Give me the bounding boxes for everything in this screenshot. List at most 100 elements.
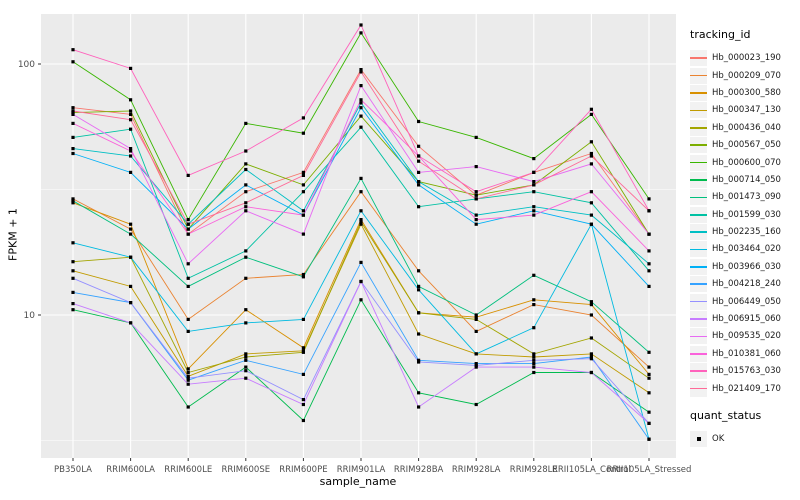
data-point (71, 276, 75, 280)
data-point (244, 209, 248, 213)
data-point (129, 112, 133, 116)
data-point (474, 218, 478, 222)
legend-item: Hb_002235_160 (690, 224, 800, 241)
data-point (186, 374, 190, 378)
legend-key-line-icon (690, 179, 707, 181)
data-point (647, 284, 651, 288)
data-point (71, 290, 75, 294)
data-point (532, 355, 536, 359)
series-points (71, 23, 651, 441)
data-point (186, 405, 190, 409)
data-point (647, 410, 651, 414)
data-point (359, 70, 363, 74)
data-point (474, 329, 478, 333)
data-point (301, 317, 305, 321)
legend-key-box (690, 311, 707, 328)
data-point (129, 147, 133, 151)
data-point (589, 112, 593, 116)
data-point (244, 249, 248, 253)
data-point (71, 241, 75, 245)
data-point (647, 350, 651, 354)
y-axis-title: FPKM + 1 (6, 208, 20, 261)
data-point (589, 357, 593, 361)
data-point (359, 125, 363, 129)
legend-item: Hb_000436_040 (690, 119, 800, 136)
data-point (244, 201, 248, 205)
legend-item-label: Hb_009535_020 (712, 331, 781, 342)
legend-item: Hb_021409_170 (690, 380, 800, 397)
x-tick-label: RRIM600PE (279, 465, 327, 475)
data-point (532, 273, 536, 277)
data-point (71, 135, 75, 139)
legend-key-line-icon (690, 318, 707, 320)
data-point (71, 60, 75, 64)
data-point (589, 313, 593, 317)
data-point (532, 326, 536, 330)
data-point (301, 346, 305, 350)
legend-key-line-icon (690, 248, 707, 251)
data-point (359, 218, 363, 222)
data-point (244, 321, 248, 325)
x-tick-label: RRIM600LA (106, 465, 155, 475)
data-point (129, 170, 133, 174)
data-point (359, 176, 363, 180)
legend-key-line-icon (690, 266, 707, 268)
legend-key-box (690, 431, 707, 447)
legend-item: Hb_015763_030 (690, 363, 800, 380)
x-tick-label: PB350LA (54, 465, 92, 475)
legend-key-box (690, 119, 707, 136)
x-tick-label: RRIM600LE (164, 465, 212, 475)
legend-item: Hb_006915_060 (690, 311, 800, 328)
data-point (532, 352, 536, 356)
legend-item: Hb_009535_020 (690, 328, 800, 345)
legend-key-box (690, 328, 707, 345)
data-point (532, 303, 536, 307)
data-point (532, 362, 536, 366)
legend-key-line-icon (690, 231, 707, 233)
x-tick-label: RRIM600SE (221, 465, 270, 475)
data-point (589, 201, 593, 205)
legend-key-line-icon (690, 335, 707, 338)
data-point (532, 170, 536, 174)
y-tick-label: 10 (24, 311, 36, 321)
legend-item-label: Hb_000209_070 (712, 70, 781, 81)
legend-item: Hb_001473_090 (690, 189, 800, 206)
legend-item-label: Hb_002235_160 (712, 227, 781, 238)
data-point (532, 209, 536, 213)
legend-key-line-icon (690, 370, 707, 373)
data-point (244, 183, 248, 187)
data-point (359, 101, 363, 105)
data-point (474, 213, 478, 217)
data-point (186, 378, 190, 382)
legend-item-label: Hb_000347_130 (712, 105, 781, 116)
legend-item-label: Hb_003966_030 (712, 261, 781, 272)
data-point (71, 109, 75, 113)
data-point (532, 180, 536, 184)
data-point (417, 183, 421, 187)
legend-key-box (690, 345, 707, 362)
legend-item-label: Hb_015763_030 (712, 366, 781, 377)
legend-key-line-icon (690, 109, 707, 112)
legend-item: Hb_000714_050 (690, 171, 800, 188)
data-point (589, 154, 593, 158)
legend-key-box (690, 171, 707, 188)
data-point (186, 284, 190, 288)
data-point (186, 232, 190, 236)
data-point (244, 308, 248, 312)
data-point (129, 222, 133, 226)
data-point (417, 391, 421, 395)
data-point (359, 209, 363, 213)
data-point (244, 276, 248, 280)
data-point (301, 131, 305, 135)
legend-item-label: Hb_001599_030 (712, 209, 781, 220)
data-point (532, 205, 536, 209)
data-point (589, 162, 593, 166)
legend-item: Hb_010381_060 (690, 345, 800, 362)
data-point (244, 376, 248, 380)
data-point (474, 362, 478, 366)
data-point (301, 170, 305, 174)
data-point (532, 298, 536, 302)
data-point (301, 372, 305, 376)
data-point (71, 269, 75, 273)
